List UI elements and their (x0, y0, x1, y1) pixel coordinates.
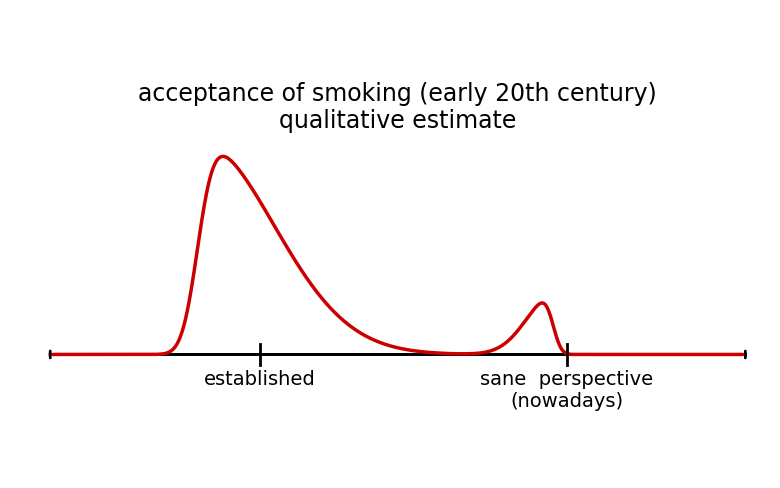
Text: established: established (204, 370, 316, 388)
Text: sane  perspective
(nowadays): sane perspective (nowadays) (480, 370, 654, 411)
Text: acceptance of smoking (early 20th century)
qualitative estimate: acceptance of smoking (early 20th centur… (138, 81, 658, 133)
